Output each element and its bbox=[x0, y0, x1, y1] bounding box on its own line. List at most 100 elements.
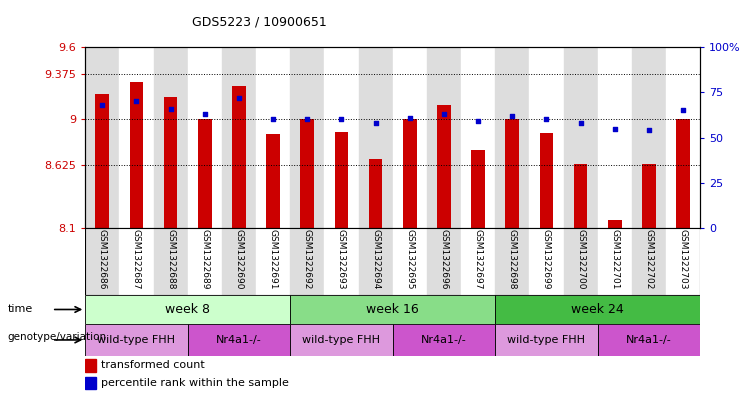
Bar bbox=[164, 97, 178, 228]
Bar bbox=[335, 132, 348, 228]
Text: wild-type FHH: wild-type FHH bbox=[508, 335, 585, 345]
Point bbox=[165, 105, 176, 112]
Point bbox=[130, 98, 142, 105]
Bar bbox=[153, 228, 187, 295]
Text: GSM1322689: GSM1322689 bbox=[200, 229, 209, 290]
Bar bbox=[598, 47, 632, 228]
Point bbox=[233, 95, 245, 101]
Bar bbox=[119, 228, 153, 295]
Text: GSM1322696: GSM1322696 bbox=[439, 229, 448, 290]
Text: GSM1322703: GSM1322703 bbox=[679, 229, 688, 290]
Text: Nr4a1-/-: Nr4a1-/- bbox=[421, 335, 467, 345]
Text: wild-type FHH: wild-type FHH bbox=[302, 335, 380, 345]
Bar bbox=[608, 220, 622, 228]
Text: GSM1322694: GSM1322694 bbox=[371, 229, 380, 290]
Bar bbox=[427, 228, 461, 295]
Bar bbox=[666, 228, 700, 295]
Text: GDS5223 / 10900651: GDS5223 / 10900651 bbox=[192, 16, 327, 29]
Point bbox=[96, 102, 108, 108]
Bar bbox=[495, 295, 700, 324]
Point bbox=[199, 111, 210, 117]
Text: GSM1322693: GSM1322693 bbox=[337, 229, 346, 290]
Bar bbox=[393, 228, 427, 295]
Bar bbox=[325, 47, 359, 228]
Bar bbox=[222, 228, 256, 295]
Text: GSM1322688: GSM1322688 bbox=[166, 229, 175, 290]
Bar bbox=[642, 164, 656, 228]
Bar bbox=[290, 324, 393, 356]
Bar bbox=[256, 47, 290, 228]
Point bbox=[575, 120, 587, 126]
Bar bbox=[393, 324, 495, 356]
Bar bbox=[198, 119, 212, 228]
Point bbox=[472, 118, 484, 125]
Point bbox=[506, 113, 518, 119]
Bar bbox=[574, 164, 588, 228]
Bar bbox=[85, 295, 290, 324]
Bar bbox=[290, 47, 325, 228]
Bar bbox=[85, 47, 119, 228]
Text: GSM1322686: GSM1322686 bbox=[98, 229, 107, 290]
Text: GSM1322697: GSM1322697 bbox=[473, 229, 482, 290]
Text: week 8: week 8 bbox=[165, 303, 210, 316]
Bar bbox=[232, 86, 246, 228]
Text: GSM1322695: GSM1322695 bbox=[405, 229, 414, 290]
Bar bbox=[325, 228, 359, 295]
Bar bbox=[564, 228, 598, 295]
Bar bbox=[85, 324, 187, 356]
Bar bbox=[403, 119, 416, 228]
Text: GSM1322690: GSM1322690 bbox=[234, 229, 244, 290]
Text: GSM1322702: GSM1322702 bbox=[645, 229, 654, 290]
Point bbox=[268, 116, 279, 123]
Bar bbox=[495, 324, 598, 356]
Point bbox=[677, 107, 689, 114]
Bar bbox=[471, 150, 485, 228]
Bar bbox=[393, 47, 427, 228]
Text: Nr4a1-/-: Nr4a1-/- bbox=[216, 335, 262, 345]
Point bbox=[540, 116, 552, 123]
Text: week 16: week 16 bbox=[366, 303, 419, 316]
Bar bbox=[119, 47, 153, 228]
Bar bbox=[427, 47, 461, 228]
Text: wild-type FHH: wild-type FHH bbox=[98, 335, 176, 345]
Text: week 24: week 24 bbox=[571, 303, 624, 316]
Text: GSM1322692: GSM1322692 bbox=[303, 229, 312, 290]
Bar bbox=[677, 119, 690, 228]
Text: Nr4a1-/-: Nr4a1-/- bbox=[626, 335, 672, 345]
Point bbox=[336, 116, 348, 123]
Bar bbox=[96, 94, 109, 228]
Bar bbox=[539, 133, 554, 228]
Point bbox=[609, 125, 621, 132]
Bar bbox=[187, 324, 290, 356]
Bar bbox=[222, 47, 256, 228]
Point bbox=[438, 111, 450, 117]
Bar bbox=[632, 228, 666, 295]
Bar bbox=[529, 47, 564, 228]
Bar bbox=[495, 228, 529, 295]
Text: GSM1322700: GSM1322700 bbox=[576, 229, 585, 290]
Text: GSM1322699: GSM1322699 bbox=[542, 229, 551, 290]
Bar bbox=[529, 228, 564, 295]
Text: transformed count: transformed count bbox=[101, 360, 205, 370]
Text: GSM1322687: GSM1322687 bbox=[132, 229, 141, 290]
Bar bbox=[598, 228, 632, 295]
Bar bbox=[369, 159, 382, 228]
Bar bbox=[437, 105, 451, 228]
Point bbox=[370, 120, 382, 126]
Bar bbox=[666, 47, 700, 228]
Point bbox=[643, 127, 655, 134]
Bar bbox=[495, 47, 529, 228]
Bar bbox=[598, 324, 700, 356]
Bar bbox=[300, 119, 314, 228]
Bar bbox=[632, 47, 666, 228]
Bar bbox=[130, 82, 143, 228]
Bar bbox=[256, 228, 290, 295]
Text: GSM1322691: GSM1322691 bbox=[269, 229, 278, 290]
Bar bbox=[290, 228, 325, 295]
Bar bbox=[505, 119, 519, 228]
Bar bbox=[85, 377, 96, 389]
Bar bbox=[187, 228, 222, 295]
Bar bbox=[359, 228, 393, 295]
Bar bbox=[359, 47, 393, 228]
Bar bbox=[290, 295, 495, 324]
